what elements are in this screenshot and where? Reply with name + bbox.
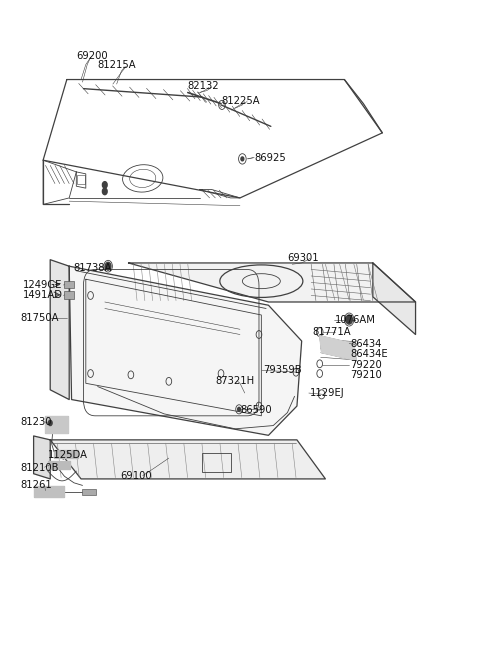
Polygon shape — [373, 263, 416, 335]
Polygon shape — [34, 486, 64, 497]
Bar — [83, 489, 96, 495]
Polygon shape — [34, 436, 50, 479]
Text: 87321H: 87321H — [216, 377, 254, 386]
Text: 81230: 81230 — [21, 417, 52, 426]
Polygon shape — [54, 449, 78, 458]
Polygon shape — [50, 440, 325, 479]
Text: 1249GE: 1249GE — [23, 280, 62, 290]
Text: 81771A: 81771A — [312, 327, 351, 337]
Text: 69200: 69200 — [76, 51, 108, 61]
Text: 69301: 69301 — [288, 253, 319, 264]
Circle shape — [102, 182, 107, 188]
Text: 81225A: 81225A — [221, 96, 260, 106]
Text: 81261: 81261 — [21, 480, 52, 491]
Text: 69100: 69100 — [120, 470, 152, 481]
Text: 1125DA: 1125DA — [48, 450, 88, 460]
Text: 1076AM: 1076AM — [335, 314, 376, 325]
Circle shape — [238, 407, 240, 411]
Bar — [77, 175, 85, 184]
Circle shape — [241, 157, 244, 161]
Polygon shape — [69, 266, 301, 436]
Bar — [63, 291, 74, 298]
Text: 81210B: 81210B — [21, 463, 60, 473]
Text: 81738A: 81738A — [73, 263, 111, 273]
Text: 82132: 82132 — [188, 81, 219, 91]
Text: 86434E: 86434E — [350, 349, 388, 359]
Circle shape — [48, 420, 52, 426]
Circle shape — [102, 188, 107, 195]
Text: 1491AD: 1491AD — [23, 291, 63, 300]
Bar — [63, 281, 74, 289]
Text: 1129EJ: 1129EJ — [310, 388, 345, 398]
Text: 79210: 79210 — [350, 370, 382, 380]
Polygon shape — [129, 263, 416, 302]
Circle shape — [105, 262, 111, 270]
Text: 79220: 79220 — [350, 360, 382, 370]
Circle shape — [346, 315, 352, 324]
Polygon shape — [46, 416, 68, 434]
Text: 81750A: 81750A — [21, 313, 60, 323]
Text: 86434: 86434 — [350, 338, 382, 348]
Text: 86925: 86925 — [254, 153, 286, 163]
Bar — [202, 453, 230, 472]
Text: 86590: 86590 — [240, 405, 272, 415]
Polygon shape — [320, 336, 356, 361]
Polygon shape — [48, 461, 70, 469]
Polygon shape — [50, 260, 69, 400]
Text: 79359B: 79359B — [263, 365, 301, 375]
Text: 81215A: 81215A — [97, 60, 136, 70]
